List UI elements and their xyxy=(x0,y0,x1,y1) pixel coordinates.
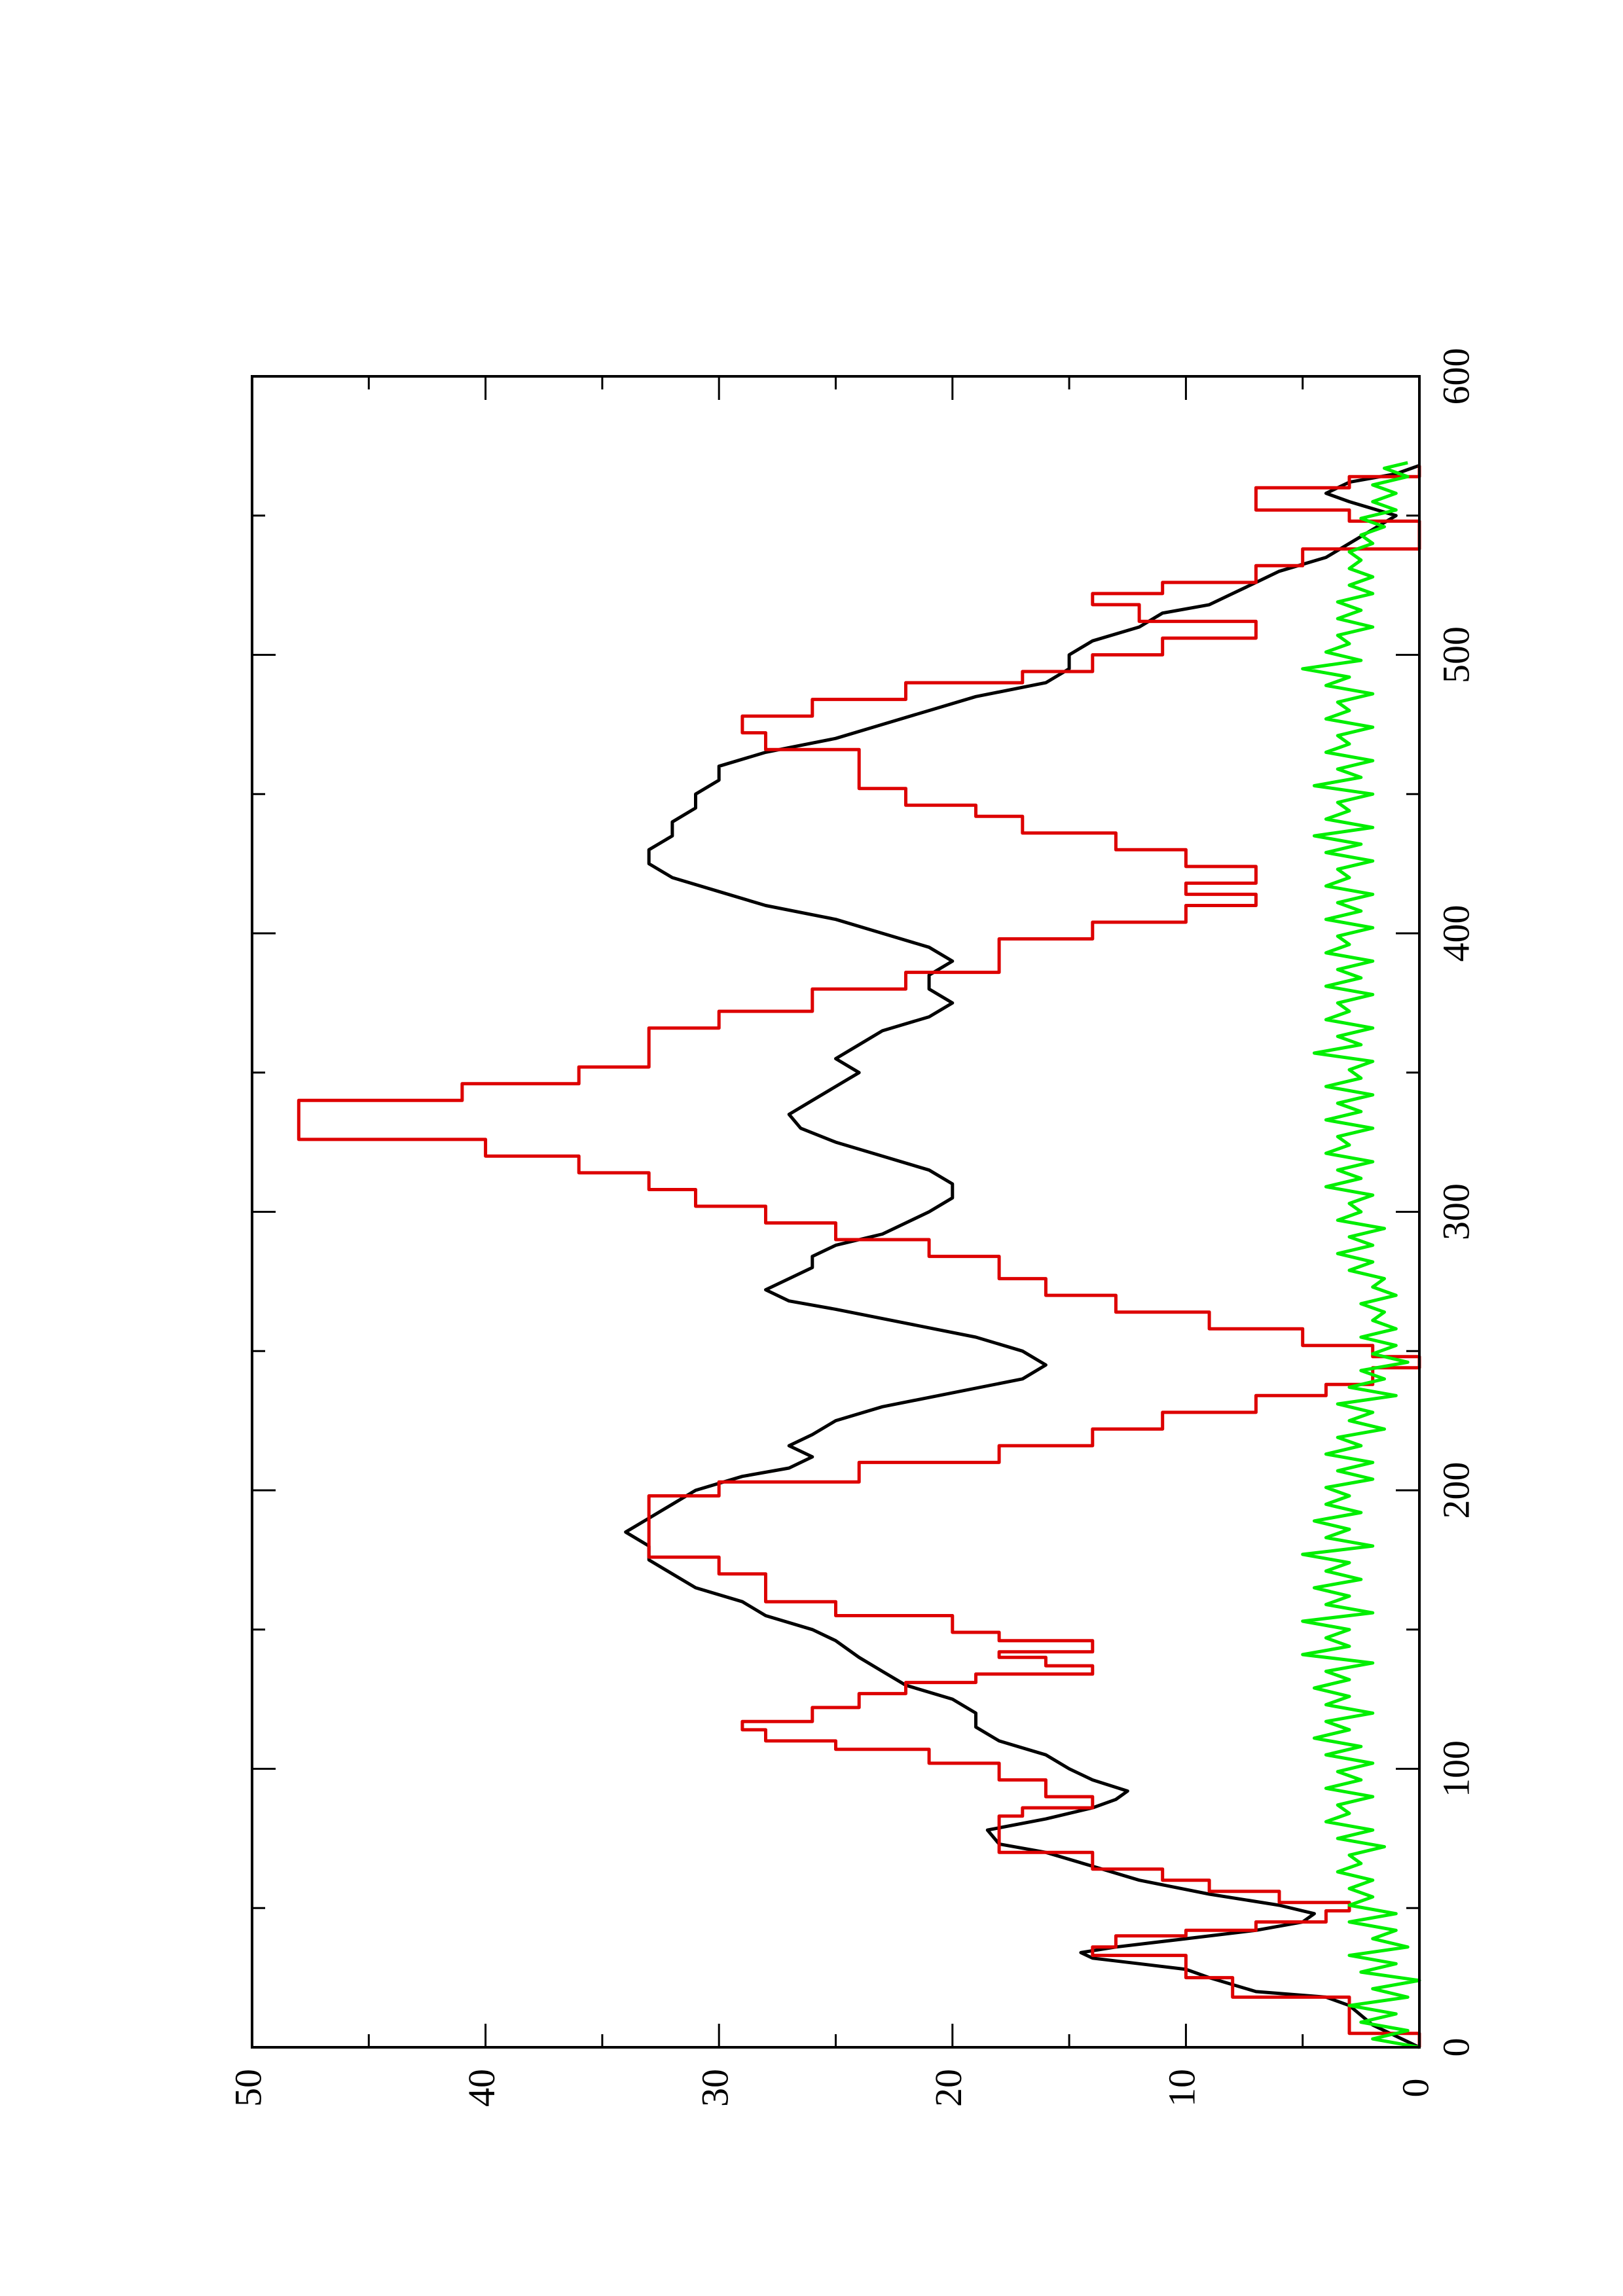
y-tick-label: 10 xyxy=(1161,2069,1203,2107)
y-tick-label: 20 xyxy=(927,2069,970,2107)
y-tick-label: 30 xyxy=(694,2069,737,2107)
series-layer xyxy=(297,461,1421,2049)
x-tick-label: 500 xyxy=(1434,626,1477,683)
ticks-layer xyxy=(251,375,1421,2049)
x-tick-label: 0 xyxy=(1434,2038,1477,2057)
x-tick-label: 600 xyxy=(1434,348,1477,405)
y-tick-labels: 0 10 20 30 40 50 xyxy=(227,2069,1436,2107)
x-tick-label: 100 xyxy=(1434,1740,1477,1797)
series-line-1 xyxy=(624,463,1421,2049)
x-tick-label: 300 xyxy=(1434,1183,1477,1240)
series-line-2 xyxy=(297,465,1421,2047)
x-tick-label: 400 xyxy=(1434,905,1477,962)
x-tick-labels: 0 100 200 300 400 500 600 xyxy=(1434,348,1477,2057)
plot-frame xyxy=(251,375,1421,2049)
y-tick-label: 50 xyxy=(227,2069,269,2107)
y-tick-label: 40 xyxy=(460,2069,503,2107)
y-tick-label: 0 xyxy=(1394,2079,1436,2098)
x-tick-label: 200 xyxy=(1434,1462,1477,1519)
series-line-3 xyxy=(1301,461,1421,2049)
